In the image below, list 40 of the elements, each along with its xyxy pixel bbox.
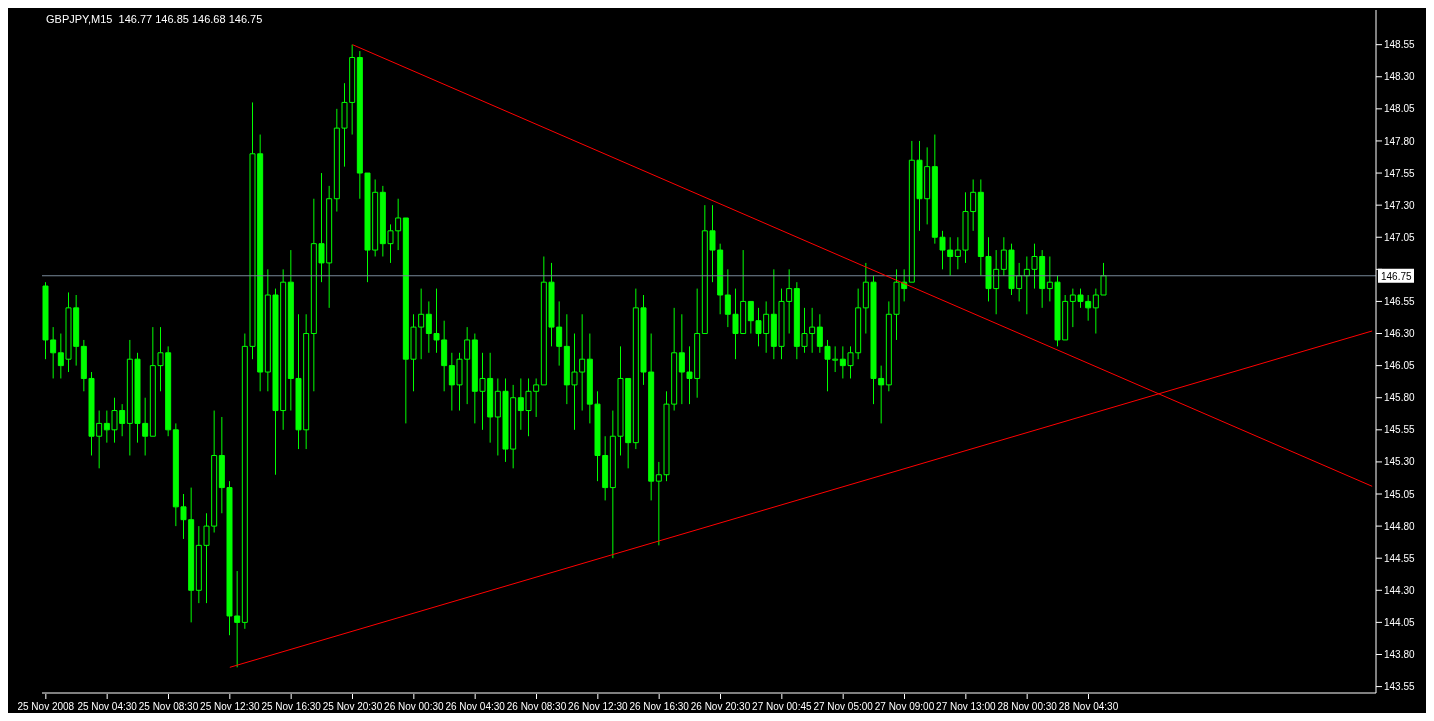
x-tick-label: 26 Nov 20:30 [690,701,751,712]
y-tick-label: 148.30 [1384,71,1416,83]
y-tick-label: 148.55 [1384,39,1416,51]
y-tick-label: 148.05 [1384,103,1416,115]
x-tick-label: 26 Nov 00:30 [384,701,445,712]
y-tick-label: 145.30 [1384,456,1416,468]
x-tick-label: 25 Nov 12:30 [200,701,261,712]
y-tick-label: 147.80 [1384,135,1416,147]
y-tick-label: 147.05 [1384,231,1416,243]
y-tick-label: 146.55 [1384,295,1416,307]
y-tick-label: 147.55 [1384,167,1416,179]
y-tick-label: 143.80 [1384,649,1416,661]
y-tick-label: 143.55 [1384,681,1416,693]
x-tick-label: 28 Nov 00:30 [997,701,1058,712]
y-tick-label: 144.30 [1384,584,1416,596]
y-tick-label: 145.80 [1384,392,1416,404]
y-tick-label: 147.30 [1384,199,1416,211]
y-tick-label: 144.55 [1384,552,1416,564]
y-tick-label: 144.80 [1384,520,1416,532]
x-tick-label: 25 Nov 2008 [17,701,75,712]
x-tick-label: 26 Nov 12:30 [568,701,629,712]
y-tick-label: 144.05 [1384,616,1416,628]
x-tick-label: 27 Nov 13:00 [936,701,997,712]
y-tick-label: 145.55 [1384,424,1416,436]
ref-line-label: 146.75 [1381,270,1413,282]
x-tick-label: 25 Nov 20:30 [322,701,383,712]
chart-title: GBPJPY,M15 146.77 146.85 146.68 146.75 [46,13,263,25]
x-tick-label: 26 Nov 04:30 [445,701,506,712]
x-tick-label: 27 Nov 05:00 [813,701,874,712]
y-tick-label: 146.30 [1384,328,1416,340]
y-tick-label: 145.05 [1384,488,1416,500]
x-tick-label: 25 Nov 04:30 [77,701,138,712]
y-tick-label: 146.05 [1384,360,1416,372]
x-tick-label: 28 Nov 04:30 [1058,701,1119,712]
x-tick-label: 27 Nov 09:00 [874,701,935,712]
x-tick-label: 26 Nov 16:30 [629,701,690,712]
x-tick-label: 25 Nov 08:30 [138,701,199,712]
x-tick-label: 26 Nov 08:30 [506,701,567,712]
x-tick-label: 25 Nov 16:30 [261,701,322,712]
x-tick-label: 27 Nov 00:45 [752,701,813,712]
